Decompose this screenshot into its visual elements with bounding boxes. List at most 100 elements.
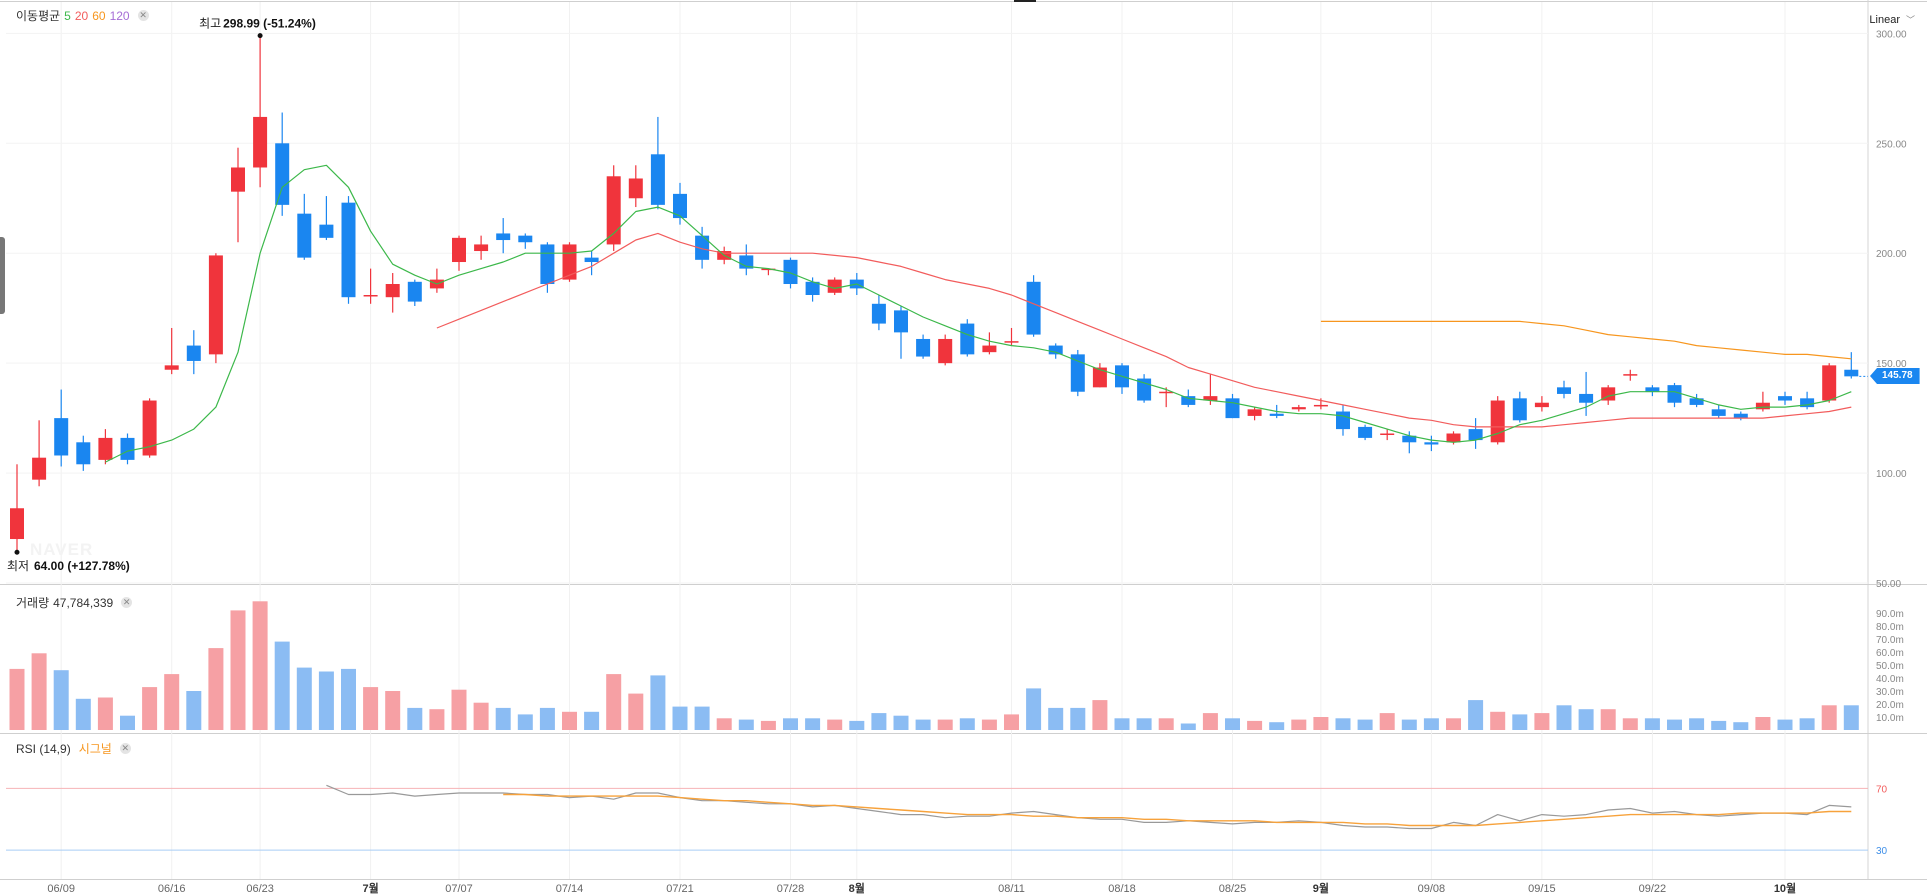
candle-body (606, 176, 621, 245)
candle-body (1048, 345, 1063, 355)
candle-body (1380, 433, 1395, 436)
candle (1336, 404, 1350, 436)
candle (385, 273, 400, 313)
volume-axis-tick-label: 80.0m (1876, 622, 1904, 633)
candle (606, 165, 621, 252)
volume-bar (1225, 718, 1240, 730)
candle-body (1291, 407, 1306, 410)
volume-bar (75, 698, 91, 730)
candle-body (10, 508, 24, 540)
close-icon[interactable]: ✕ (121, 597, 133, 608)
candle (650, 116, 665, 210)
volume-axis-tick-label: 60.0m (1876, 648, 1904, 659)
candle-body (673, 193, 687, 219)
volume-bar (473, 702, 489, 730)
candle (871, 295, 886, 331)
candle-body (54, 418, 69, 456)
close-icon[interactable]: ✕ (137, 10, 149, 21)
volume-bar (31, 653, 47, 730)
volume-legend-label: 거래량 (16, 596, 50, 610)
candle-body (1336, 411, 1350, 430)
candle-body (827, 279, 842, 293)
candle-body (1667, 385, 1682, 403)
price-axis-tick-label: 300.00 (1876, 29, 1907, 40)
candle (1844, 352, 1859, 379)
close-icon[interactable]: ✕ (119, 743, 131, 754)
ma20-legend-item: 20 (74, 8, 89, 23)
time-axis-label: 09/08 (1418, 883, 1446, 895)
candle (739, 244, 754, 276)
time-axis-label: 8월 (849, 881, 865, 895)
candle (275, 112, 290, 216)
price-axis-tick-label: 150.00 (1876, 359, 1907, 370)
volume-bar (606, 674, 622, 730)
candle-body (960, 323, 975, 355)
candle-body (982, 345, 997, 353)
time-axis-label: 07/14 (556, 883, 584, 895)
volume-bar (1644, 718, 1660, 730)
time-axis-label: 9월 (1313, 881, 1329, 895)
candle (1468, 418, 1483, 449)
volume-axis-tick-label: 30.0m (1876, 687, 1904, 698)
volume-bar (274, 641, 290, 730)
time-axis-label: 07/07 (445, 883, 473, 895)
candle-body (1557, 387, 1571, 394)
candle-body (1225, 398, 1240, 419)
volume-bar (186, 691, 202, 730)
volume-bar (849, 720, 865, 730)
volume-bar (517, 714, 533, 730)
candle-body (1313, 404, 1328, 407)
candle-body (474, 244, 489, 252)
candle (231, 147, 245, 243)
candle (1115, 363, 1129, 394)
candle-body (164, 365, 179, 370)
candle (960, 319, 975, 357)
high-value: 298.99 (-51.24%) (223, 17, 316, 31)
candle (805, 277, 820, 302)
candle-body (1778, 396, 1792, 401)
candle-body (761, 268, 776, 271)
candle (452, 235, 466, 271)
volume-bar (385, 691, 401, 730)
volume-bar (805, 718, 821, 730)
candle-body (695, 235, 710, 260)
candle (142, 398, 157, 458)
time-axis-label: 06/23 (246, 883, 274, 895)
candle-body (297, 213, 312, 258)
candle-body (1004, 341, 1019, 343)
volume-bar (1180, 723, 1196, 730)
time-axis-labels: 06/09 06/16 06/23 7월 07/07 07/14 07/21 07/28 8월 0… (47, 881, 1796, 895)
candle (1689, 393, 1704, 408)
rsi-signal-line (503, 793, 1852, 827)
volume-bar (1048, 707, 1064, 730)
time-axis-label: 08/11 (998, 883, 1025, 895)
rsi-signal-legend-label: 시그널 (78, 742, 112, 756)
candle-body (407, 281, 422, 302)
candle (407, 279, 422, 306)
candle (1026, 275, 1041, 337)
candle (1490, 396, 1505, 445)
volume-bar (1799, 718, 1815, 730)
candle (1822, 363, 1837, 403)
volume-legend-value: 47,784,339 (53, 595, 114, 610)
current-price-tag: 145.78 (1870, 368, 1920, 384)
candle-body (1358, 426, 1373, 438)
time-axis-label: 08/18 (1108, 883, 1136, 895)
candle-body (1026, 281, 1041, 335)
candle (540, 242, 555, 293)
candle (1247, 407, 1262, 421)
side-panel-handle[interactable] (0, 237, 5, 314)
candle-body (98, 437, 113, 460)
volume-axis-tick-label: 10.0m (1876, 713, 1904, 724)
scale-mode-dropdown[interactable]: Linear ﹀ (1869, 13, 1915, 26)
volume-axis-tick-label: 50.0m (1876, 661, 1904, 672)
candle-body (894, 310, 908, 333)
candle (32, 420, 47, 487)
volume-bar (959, 718, 975, 730)
volume-bar (296, 667, 312, 730)
volume-bar (1667, 719, 1682, 730)
volume-bar (230, 610, 246, 730)
volume-bar (1490, 711, 1506, 730)
volume-bar (164, 674, 180, 730)
